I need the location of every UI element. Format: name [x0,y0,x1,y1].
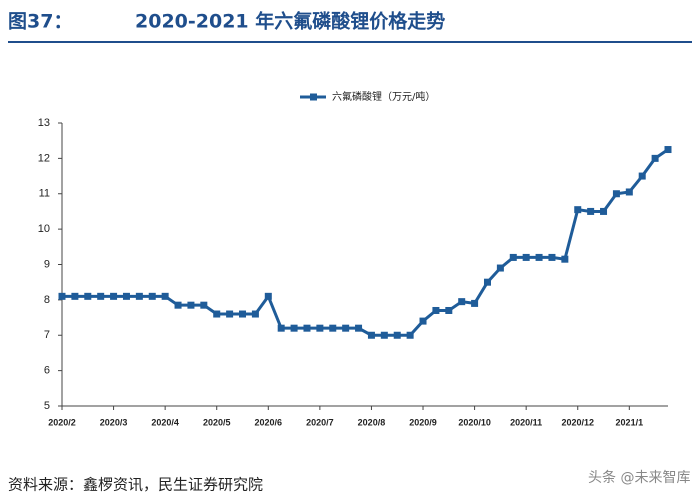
point-marker [251,310,259,318]
point-marker [97,292,105,300]
point-marker [303,324,311,332]
point-marker [329,324,337,332]
point-marker [71,292,79,300]
y-tick-label: 9 [44,258,50,270]
legend-label: 六氟磷酸锂（万元/吨） [332,90,435,103]
y-tick-label: 13 [38,117,50,129]
point-marker [135,292,143,300]
point-marker [161,292,169,300]
x-tick-label: 2020/8 [358,417,386,427]
point-marker [406,331,414,339]
watermark: 头条 @未来智库 [588,469,690,486]
point-marker [535,253,543,261]
point-marker [84,292,92,300]
point-marker [432,306,440,314]
x-tick-label: 2020/10 [458,417,491,427]
x-tick-label: 2020/12 [561,417,594,427]
point-marker [342,324,350,332]
x-tick-label: 2020/3 [100,417,128,427]
series-line [62,148,669,337]
point-marker [419,317,427,325]
point-marker [587,207,595,215]
point-marker [509,253,517,261]
chart-title: 2020-2021 年六氟磷酸锂价格走势 [135,10,445,33]
point-marker [612,190,620,198]
point-marker [574,206,582,214]
point-marker [148,292,156,300]
point-marker [58,292,66,300]
y-tick-label: 5 [44,400,50,412]
y-tick-label: 7 [44,329,50,341]
point-marker [355,324,363,332]
point-marker [226,310,234,318]
point-marker [496,264,504,272]
point-marker [367,331,375,339]
point-marker [380,331,388,339]
point-marker [393,331,401,339]
point-marker [122,292,130,300]
x-tick-label: 2021/1 [616,417,644,427]
point-marker [483,278,491,286]
y-tick-label: 6 [44,365,50,377]
point-marker [664,146,672,154]
point-marker [600,207,608,215]
point-marker [471,299,479,307]
x-tick-label: 2020/6 [255,417,283,427]
y-tick-label: 10 [38,223,50,235]
point-marker [458,298,466,306]
y-tick-label: 11 [39,188,50,200]
legend-marker [310,93,317,101]
y-tick-label: 8 [44,294,50,306]
point-marker [638,172,646,180]
x-tick-label: 2020/7 [306,417,334,427]
point-marker [290,324,298,332]
y-tick-label: 12 [38,152,50,164]
point-marker [110,292,118,300]
figure-label: 图37： [8,11,72,33]
point-marker [213,310,221,318]
point-marker [522,253,530,261]
point-marker [239,310,247,318]
point-marker [277,324,285,332]
point-marker [548,253,556,261]
x-tick-label: 2020/9 [409,417,437,427]
x-tick-label: 2020/4 [151,417,179,427]
x-tick-label: 2020/5 [203,417,231,427]
point-marker [264,292,272,300]
point-marker [200,301,208,309]
x-tick-label: 2020/2 [48,417,76,427]
x-tick-label: 2020/11 [510,417,542,427]
point-marker [316,324,324,332]
point-marker [651,154,659,162]
source-note: 资料来源：鑫椤资讯，民生证券研究院 [8,476,263,494]
point-marker [625,188,633,196]
point-marker [187,301,195,309]
point-marker [174,301,182,309]
point-marker [445,306,453,314]
point-marker [561,255,569,263]
